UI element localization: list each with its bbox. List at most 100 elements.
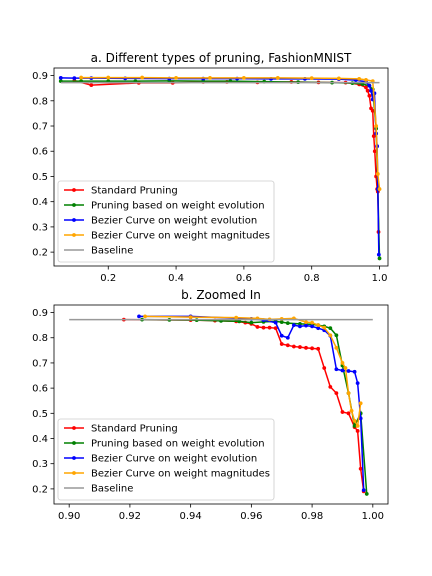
data-point <box>355 424 360 428</box>
data-point <box>304 345 308 350</box>
data-point <box>364 492 369 496</box>
data-point <box>374 124 379 128</box>
data-point <box>241 75 246 80</box>
data-point <box>346 391 351 396</box>
data-point <box>106 75 111 80</box>
data-point <box>310 324 314 329</box>
y-tick-label: 0.5 <box>32 172 48 183</box>
data-point <box>267 325 272 330</box>
data-point <box>137 314 141 319</box>
y-tick-label: 0.9 <box>32 71 48 82</box>
legend-label: Baseline <box>91 246 133 257</box>
legend-box <box>57 418 275 501</box>
chart-title: b. Zoomed In <box>181 288 261 302</box>
legend: Standard Pruning Pruning based on weight … <box>57 418 275 501</box>
data-point <box>371 134 376 139</box>
data-point <box>367 93 372 98</box>
data-point <box>340 368 345 373</box>
data-point <box>285 335 290 340</box>
legend-swatch-marker <box>72 456 76 460</box>
data-point <box>364 85 368 90</box>
chart-panel-a: a. Different types of pruning, FashionMN… <box>32 51 389 284</box>
data-point <box>343 366 348 370</box>
chart-panel-b: b. Zoomed In 0.90 0.92 0.94 0.96 0.98 1.00 0.2 0… <box>32 288 389 522</box>
data-point <box>140 75 145 80</box>
data-point <box>336 76 341 81</box>
data-point <box>304 320 308 325</box>
y-tick-label: 0.9 <box>32 308 48 319</box>
legend-label: Pruning based on weight evolution <box>91 201 265 212</box>
data-point <box>352 369 357 374</box>
data-point <box>249 320 254 325</box>
data-point <box>298 324 302 329</box>
x-tick-label: 1.0 <box>372 273 388 284</box>
x-tick-label: 0.2 <box>100 273 116 284</box>
data-point <box>361 488 366 493</box>
legend-label: Pruning based on weight evolution <box>91 439 265 450</box>
y-tick-label: 0.7 <box>32 358 48 369</box>
data-point <box>285 321 290 326</box>
x-tick-label: 0.6 <box>236 273 252 284</box>
legend-label: Bezier Curve on weight evolution <box>91 216 257 227</box>
data-point <box>316 346 321 351</box>
data-point <box>346 411 351 416</box>
data-point <box>255 325 260 329</box>
data-point <box>261 325 266 330</box>
data-point <box>328 333 333 338</box>
x-tick-label: 1.00 <box>362 511 384 522</box>
data-point <box>322 325 327 330</box>
data-point <box>355 381 360 385</box>
data-point <box>376 252 381 257</box>
data-point <box>322 366 327 370</box>
data-point <box>208 75 212 80</box>
series-line-3 <box>145 315 362 429</box>
legend-label: Standard Pruning <box>91 424 178 435</box>
data-point <box>143 314 147 319</box>
y-tick-label: 0.3 <box>32 459 48 470</box>
data-point <box>237 319 242 324</box>
x-tick-label: 0.92 <box>119 511 141 522</box>
y-tick-label: 0.2 <box>32 248 48 259</box>
legend-item: Baseline <box>64 484 133 495</box>
legend-swatch-marker <box>72 471 76 475</box>
data-point <box>377 187 382 191</box>
data-point <box>377 256 382 261</box>
legend-swatch-marker <box>72 233 76 237</box>
legend-swatch-marker <box>72 441 76 445</box>
data-point <box>357 76 362 81</box>
data-point <box>346 369 351 373</box>
data-point <box>352 418 357 423</box>
data-point <box>358 401 363 406</box>
data-point <box>372 149 377 154</box>
data-point <box>58 75 63 80</box>
data-point <box>79 75 84 80</box>
y-tick-label: 0.4 <box>32 434 48 445</box>
legend-swatch-marker <box>72 203 76 207</box>
data-point <box>279 342 284 346</box>
data-point <box>310 320 314 325</box>
legend-item: Bezier Curve on weight magnitudes <box>64 469 270 480</box>
legend-swatch-marker <box>72 188 76 192</box>
legend-label: Baseline <box>91 484 133 495</box>
x-tick-label: 0.96 <box>240 511 262 522</box>
data-point <box>334 391 339 396</box>
data-point <box>328 326 333 331</box>
data-point <box>188 315 193 319</box>
data-point <box>72 76 77 80</box>
x-tick-label: 0.98 <box>301 511 323 522</box>
data-point <box>358 416 363 421</box>
data-point <box>304 323 308 328</box>
data-point <box>352 424 357 428</box>
data-point <box>365 88 370 93</box>
data-point <box>298 345 302 349</box>
data-point <box>316 326 321 331</box>
legend-label: Bezier Curve on weight magnitudes <box>91 231 270 242</box>
data-point <box>285 343 290 348</box>
data-point <box>291 344 296 349</box>
legend-label: Standard Pruning <box>91 186 178 197</box>
data-point <box>370 108 375 113</box>
data-point <box>334 333 339 338</box>
legend-swatch-marker <box>72 426 76 430</box>
y-tick-label: 0.8 <box>32 333 48 344</box>
